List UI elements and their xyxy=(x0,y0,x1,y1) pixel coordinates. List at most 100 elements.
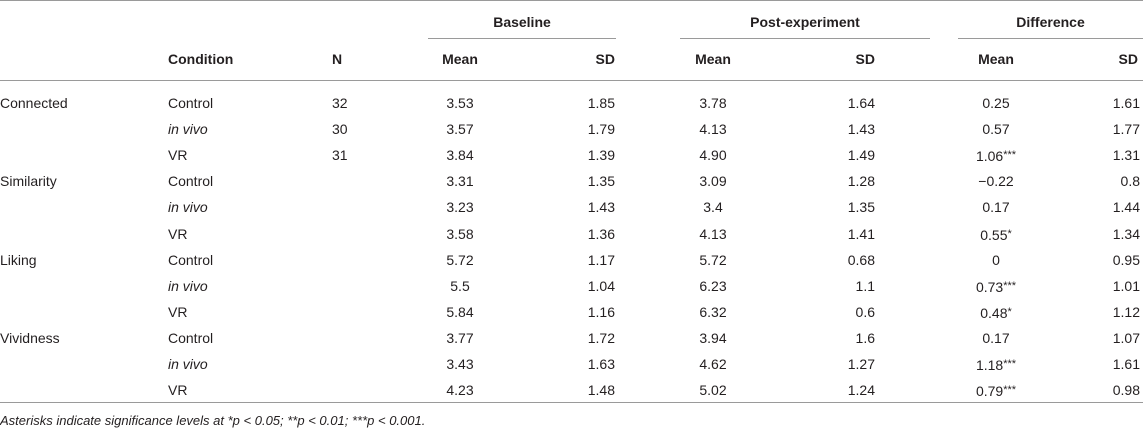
group-header-post-experiment: Post-experiment xyxy=(750,14,860,30)
diff-sd-cell: 0.98 xyxy=(1112,382,1140,398)
diff-mean-cell: 0.57 xyxy=(964,121,1028,137)
column-header-baseline-mean: Mean xyxy=(442,51,478,67)
post-mean-cell: 3.94 xyxy=(699,330,727,346)
diff-sd-cell: 1.44 xyxy=(1112,199,1140,215)
post-mean-cell: 3.78 xyxy=(699,95,727,111)
diff-mean-value: 0.48 xyxy=(980,305,1008,321)
diff-mean-value: −0.22 xyxy=(978,173,1014,189)
post-sd-cell: 1.43 xyxy=(847,121,875,137)
baseline-sd-cell: 1.04 xyxy=(587,278,615,294)
footnote-text: < 0.05; ** xyxy=(239,413,298,428)
footnote-text: < 0.01; *** xyxy=(304,413,368,428)
diff-mean-value: 0.57 xyxy=(982,121,1010,137)
footnote-text: < 0.001. xyxy=(374,413,426,428)
group-header-difference: Difference xyxy=(1016,14,1085,30)
diff-mean-cell: 1.06*** xyxy=(964,147,1028,164)
footnote-p: p xyxy=(297,413,305,428)
post-sd-cell: 1.35 xyxy=(847,199,875,215)
condition-cell: in vivo xyxy=(168,121,208,137)
condition-cell: in vivo xyxy=(168,199,208,215)
measure-cell: Vividness xyxy=(0,330,60,346)
baseline-sd-cell: 1.35 xyxy=(587,173,615,189)
footnote-p: p xyxy=(367,413,375,428)
diff-mean-cell: 0.79*** xyxy=(964,382,1028,399)
post-sd-cell: 1.28 xyxy=(847,173,875,189)
baseline-underline xyxy=(428,38,616,39)
diff-mean-cell: 0.17 xyxy=(964,199,1028,215)
post-mean-cell: 4.62 xyxy=(699,356,727,372)
diff-sd-cell: 1.01 xyxy=(1112,278,1140,294)
difference-underline xyxy=(958,38,1143,39)
post-mean-cell: 6.32 xyxy=(699,304,727,320)
column-header-condition: Condition xyxy=(168,51,234,67)
baseline-mean-cell: 3.31 xyxy=(446,173,474,189)
condition-cell: VR xyxy=(168,147,188,163)
baseline-mean-cell: 3.58 xyxy=(446,226,474,242)
significance-marker: * xyxy=(1007,228,1012,240)
baseline-mean-cell: 3.84 xyxy=(446,147,474,163)
post-sd-cell: 1.24 xyxy=(847,382,875,398)
top-rule xyxy=(0,0,1143,1)
post-mean-cell: 4.13 xyxy=(699,226,727,242)
diff-sd-cell: 1.31 xyxy=(1112,147,1140,163)
diff-mean-cell: 0.55* xyxy=(964,226,1028,243)
baseline-sd-cell: 1.85 xyxy=(587,95,615,111)
diff-mean-value: 0.79 xyxy=(975,383,1004,399)
condition-cell: VR xyxy=(168,304,188,320)
significance-marker: *** xyxy=(1003,149,1017,161)
column-header-diff-sd: SD xyxy=(1118,51,1138,67)
post-experiment-underline xyxy=(680,38,930,39)
diff-sd-cell: 1.34 xyxy=(1112,226,1140,242)
condition-cell: Control xyxy=(168,330,214,346)
column-header-post-mean: Mean xyxy=(695,51,731,67)
diff-mean-cell: 0.73*** xyxy=(964,278,1028,295)
diff-sd-cell: 0.8 xyxy=(1120,173,1140,189)
diff-mean-value: 1.06 xyxy=(975,148,1004,164)
post-sd-cell: 1.6 xyxy=(855,330,875,346)
post-sd-cell: 1.1 xyxy=(855,278,875,294)
diff-sd-cell: 1.77 xyxy=(1112,121,1140,137)
footnote-p: p xyxy=(232,413,240,428)
baseline-sd-cell: 1.72 xyxy=(587,330,615,346)
significance-marker: *** xyxy=(1003,280,1017,292)
baseline-mean-cell: 3.77 xyxy=(446,330,474,346)
condition-cell: Control xyxy=(168,173,214,189)
diff-mean-cell: 0.17 xyxy=(964,330,1028,346)
baseline-mean-cell: 5.5 xyxy=(450,278,470,294)
baseline-sd-cell: 1.16 xyxy=(587,304,615,320)
diff-mean-cell: 1.18*** xyxy=(964,356,1028,373)
significance-marker: * xyxy=(1007,306,1012,318)
diff-mean-value: 0.17 xyxy=(982,330,1010,346)
baseline-sd-cell: 1.79 xyxy=(587,121,615,137)
post-mean-cell: 5.72 xyxy=(699,252,727,268)
baseline-sd-cell: 1.39 xyxy=(587,147,615,163)
diff-mean-cell: 0 xyxy=(964,252,1028,268)
post-sd-cell: 1.64 xyxy=(847,95,875,111)
baseline-sd-cell: 1.17 xyxy=(587,252,615,268)
column-header-diff-mean: Mean xyxy=(978,51,1014,67)
post-sd-cell: 0.68 xyxy=(847,252,875,268)
diff-sd-cell: 0.95 xyxy=(1112,252,1140,268)
group-header-baseline: Baseline xyxy=(493,14,551,30)
baseline-mean-cell: 3.57 xyxy=(446,121,474,137)
post-mean-cell: 4.90 xyxy=(699,147,727,163)
diff-mean-value: 0.25 xyxy=(982,95,1010,111)
n-cell: 31 xyxy=(332,147,348,163)
baseline-mean-cell: 4.23 xyxy=(446,382,474,398)
post-mean-cell: 3.4 xyxy=(703,199,723,215)
diff-mean-value: 1.18 xyxy=(975,357,1004,373)
post-mean-cell: 5.02 xyxy=(699,382,727,398)
measure-cell: Liking xyxy=(0,252,37,268)
diff-mean-value: 0.73 xyxy=(975,279,1004,295)
condition-cell: Control xyxy=(168,252,214,268)
condition-cell: in vivo xyxy=(168,356,208,372)
measure-cell: Connected xyxy=(0,95,68,111)
measure-cell: Similarity xyxy=(0,173,57,189)
baseline-sd-cell: 1.48 xyxy=(587,382,615,398)
bottom-rule xyxy=(0,402,1143,403)
column-header-baseline-sd: SD xyxy=(595,51,615,67)
post-mean-cell: 6.23 xyxy=(699,278,727,294)
n-cell: 32 xyxy=(332,95,348,111)
column-header-post-sd: SD xyxy=(855,51,875,67)
header-rule xyxy=(0,80,1143,81)
